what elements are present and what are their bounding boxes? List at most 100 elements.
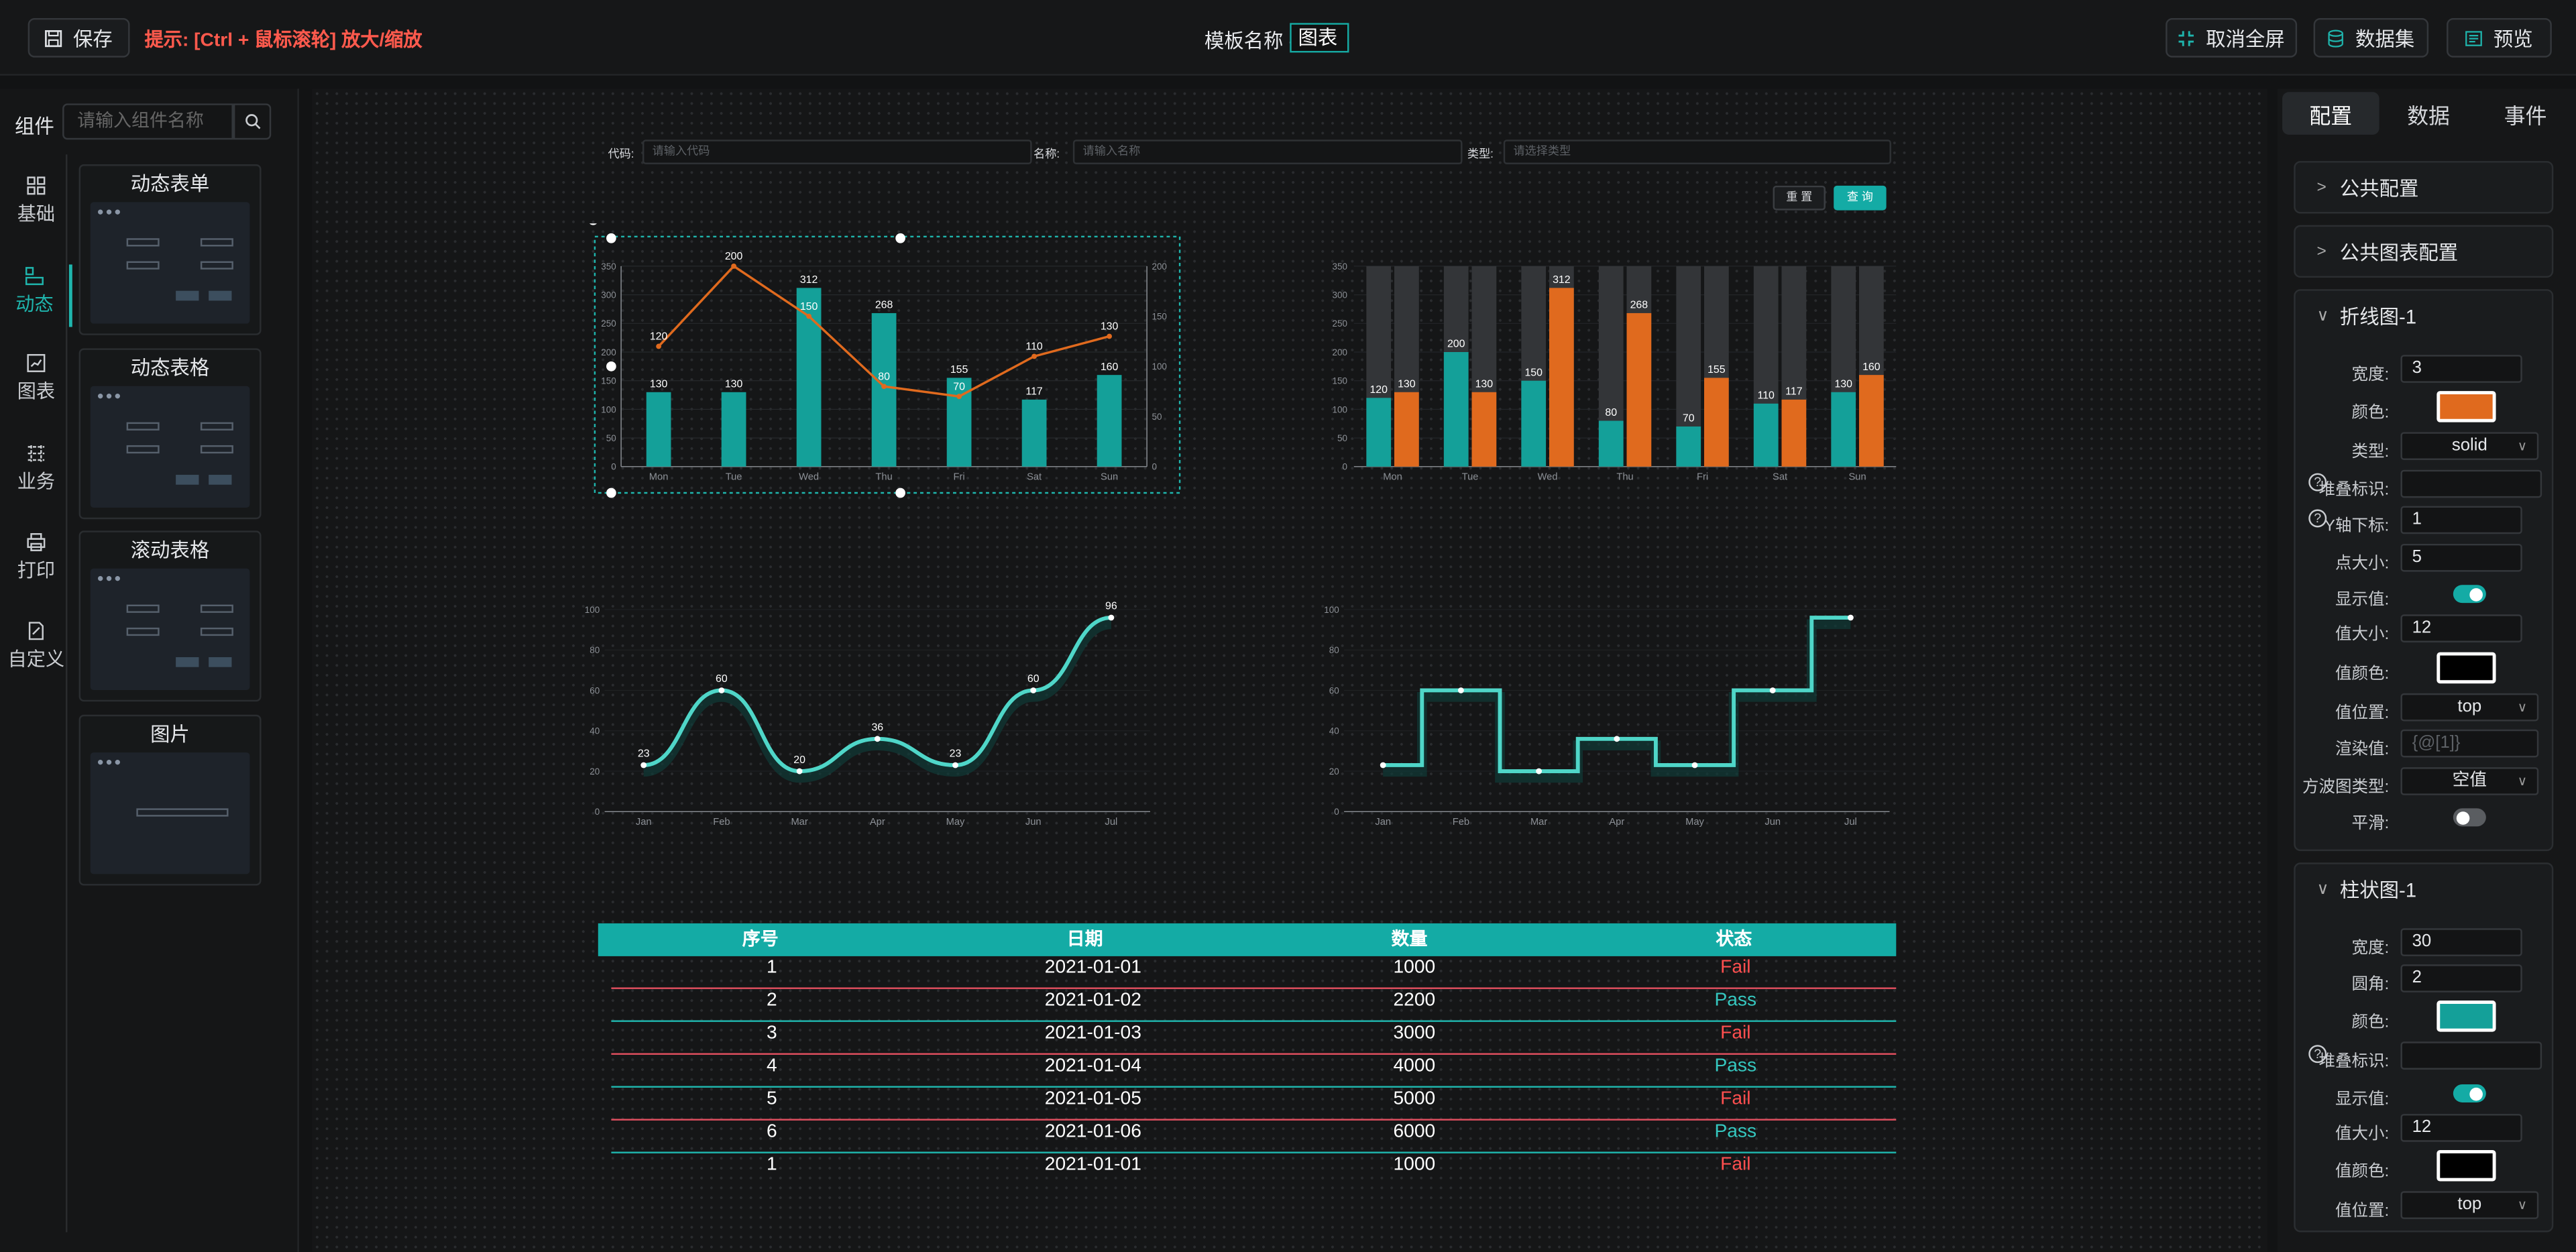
bar: [1097, 375, 1122, 467]
category-chart[interactable]: 图表: [0, 353, 72, 409]
template-name-input[interactable]: 图表: [1290, 23, 1349, 53]
filter-type-select[interactable]: 请选择类型: [1503, 139, 1891, 164]
field-label: 渲染值:: [2335, 740, 2390, 759]
component-card-image[interactable]: 图片 ●●●: [78, 714, 262, 886]
y2-tick-label: 0: [1152, 462, 1156, 472]
exit-fullscreen-button[interactable]: 取消全屏: [2166, 17, 2298, 58]
y-tick-label: 50: [1337, 433, 1347, 443]
bar-line-chart[interactable]: 0 50 100 150 200 250 300 350 0 50 100 150 200 130 Mon 1…: [578, 223, 1186, 506]
bar-stack-input[interactable]: [2400, 1041, 2542, 1070]
x-tick-label: Fri: [954, 471, 965, 482]
line-point: [956, 394, 962, 400]
bar-width-input[interactable]: 30: [2400, 928, 2522, 956]
filter-code-input[interactable]: 请输入代码: [642, 139, 1032, 164]
y-tick-label: 300: [1333, 290, 1347, 300]
line-show-value-toggle[interactable]: [2453, 585, 2486, 604]
section-common-chart-config[interactable]: > 公共图表配置: [2294, 225, 2554, 278]
tab-data[interactable]: 数据: [2407, 103, 2450, 127]
bar-color-picker[interactable]: [2437, 1001, 2496, 1032]
category-custom[interactable]: 自定义: [0, 621, 72, 677]
bar-value-label: 80: [1605, 407, 1617, 418]
component-card-dynamic-form[interactable]: 动态表单 ●●●: [78, 164, 262, 335]
search-button[interactable]: [233, 103, 272, 140]
tab-config[interactable]: 配置: [2282, 92, 2379, 135]
reset-button[interactable]: 重 置: [1773, 185, 1826, 211]
bar-radius-input[interactable]: 2: [2400, 964, 2522, 992]
data-table[interactable]: 序号 日期 数量 状态 1 2021-01-01 1000 Fail 2 2021-01-…: [598, 923, 1897, 1186]
design-canvas[interactable]: [312, 89, 2267, 1252]
table-row[interactable]: 1 2021-01-01 1000 Fail: [611, 956, 1897, 989]
line-smooth-toggle[interactable]: [2453, 808, 2486, 827]
y-tick-label: 60: [590, 685, 600, 695]
category-print[interactable]: 打印: [0, 532, 72, 588]
dataset-button[interactable]: 数据集: [2313, 17, 2429, 58]
y-tick-label: 40: [1329, 726, 1339, 736]
bar-chart[interactable]: 0 50 100 150 200 250 300 350 120 130 Mon 200 130 Tue 1…: [1318, 243, 1909, 490]
line-render-input[interactable]: {@[1]}: [2400, 729, 2539, 758]
table-row[interactable]: 3 2021-01-03 3000 Fail: [611, 1022, 1897, 1055]
line-value-label: 96: [1105, 601, 1117, 612]
table-row[interactable]: 6 2021-01-06 6000 Pass: [611, 1121, 1897, 1153]
field-label: Y轴下标:: [2324, 517, 2390, 536]
table-row[interactable]: 1 2021-01-01 1000 Fail: [611, 1153, 1896, 1186]
bar-show-row: 显示值:: [2294, 1076, 2553, 1113]
category-business[interactable]: 业务: [0, 444, 72, 500]
bar-value-color-picker[interactable]: [2437, 1150, 2496, 1182]
category-divider: [66, 154, 68, 1233]
line-stack-input[interactable]: [2400, 469, 2542, 498]
bar-value-label: 160: [1862, 361, 1881, 373]
category-dynamic[interactable]: 动态: [0, 264, 72, 327]
preview-button[interactable]: 预览: [2447, 17, 2552, 58]
preview-label: 预览: [2493, 27, 2533, 50]
section-title: 折线图-1: [2339, 305, 2417, 329]
chevron-right-icon: >: [2316, 179, 2327, 197]
table-row[interactable]: 2 2021-01-02 2200 Pass: [611, 989, 1897, 1022]
component-card-scroll-table[interactable]: 滚动表格 ●●●: [78, 530, 262, 702]
line-value-color-picker[interactable]: [2437, 652, 2496, 684]
bar-value-position-select[interactable]: top ∨: [2400, 1191, 2539, 1219]
line-value-position-select[interactable]: top ∨: [2400, 693, 2539, 722]
help-icon[interactable]: ?: [2308, 1045, 2327, 1064]
line-point: [1691, 762, 1698, 769]
filter-name-input[interactable]: 请输入名称: [1072, 139, 1463, 164]
select-value: top: [2457, 1194, 2482, 1214]
line-wave-type-select[interactable]: 空值 ∨: [2400, 767, 2539, 795]
y-tick-label: 100: [601, 404, 616, 414]
x-tick-label: Sat: [1773, 471, 1787, 482]
y-tick-label: 200: [601, 347, 616, 357]
help-icon[interactable]: ?: [2308, 473, 2327, 492]
line-point-size-input[interactable]: 5: [2400, 543, 2522, 572]
line-point: [718, 687, 725, 693]
step-line-chart[interactable]: 0 20 40 60 80 100 Jan Feb Mar Apr May Jun Jul: [1314, 595, 1906, 833]
smooth-line-chart[interactable]: 0 20 40 60 80 100 23 Jan 60 Feb 20 Mar 36 Apr 23 May 60 J…: [575, 595, 1167, 833]
bar-show-value-toggle[interactable]: [2453, 1084, 2486, 1102]
bar-value-size-input[interactable]: 12: [2400, 1114, 2522, 1142]
line-point: [1108, 614, 1115, 621]
x-tick-label: May: [1685, 817, 1704, 828]
category-basic[interactable]: 基础: [0, 176, 72, 231]
table-row[interactable]: 5 2021-01-05 5000 Fail: [611, 1088, 1897, 1121]
save-button[interactable]: 保存: [27, 17, 130, 58]
cell-status: Pass: [1714, 1056, 1757, 1076]
line-width-input[interactable]: 3: [2400, 355, 2522, 383]
filter-name-label: 名称:: [1033, 149, 1060, 162]
component-search-input[interactable]: 请输入组件名称: [62, 103, 233, 140]
cell-index: 5: [767, 1089, 777, 1109]
line-color-picker[interactable]: [2437, 391, 2496, 422]
preview-button: [209, 475, 232, 485]
line-value-size-input[interactable]: 12: [2400, 614, 2522, 642]
header-quantity: 数量: [1391, 929, 1428, 950]
bar: [871, 312, 897, 467]
header-status: 状态: [1716, 929, 1752, 950]
line-yaxis-row: ? Y轴下标: 1: [2294, 503, 2553, 539]
line-yaxis-input[interactable]: 1: [2400, 506, 2522, 534]
x-tick-label: Tue: [726, 471, 742, 482]
table-row[interactable]: 4 2021-01-04 4000 Pass: [611, 1055, 1897, 1088]
line-type-select[interactable]: solid ∨: [2400, 432, 2539, 460]
preview-field: [200, 445, 233, 454]
component-card-dynamic-table[interactable]: 动态表格 ●●●: [78, 348, 262, 520]
tab-events[interactable]: 事件: [2504, 103, 2547, 127]
query-button[interactable]: 查 询: [1834, 185, 1887, 211]
section-common-config[interactable]: > 公共配置: [2294, 161, 2554, 214]
help-icon[interactable]: ?: [2308, 509, 2327, 528]
